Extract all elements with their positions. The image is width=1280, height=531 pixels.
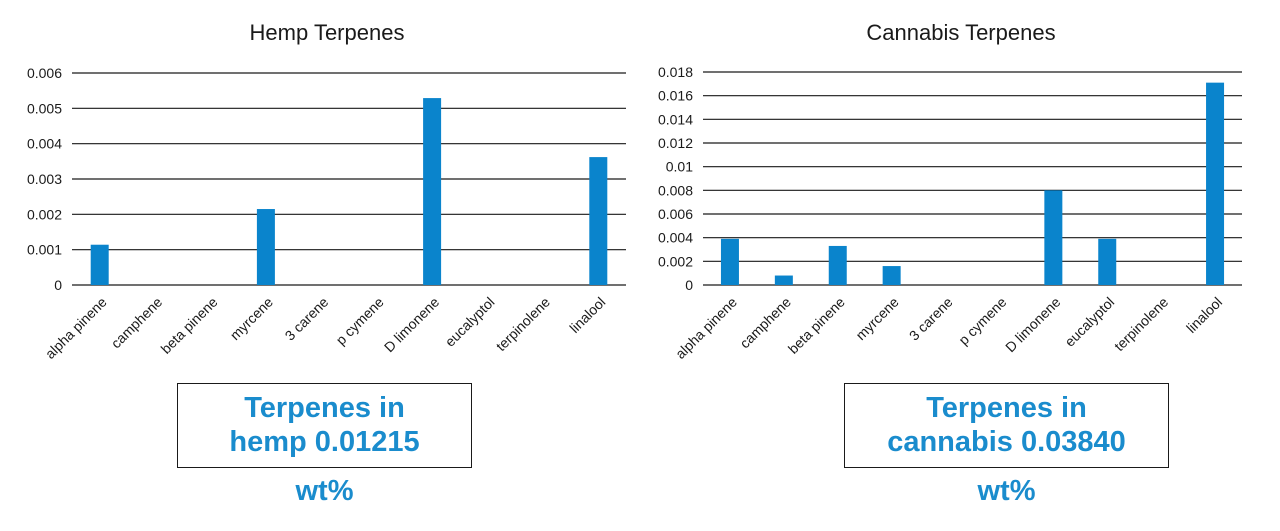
- cannabis-total-box: Terpenes in cannabis 0.03840: [844, 383, 1169, 468]
- hemp-terpenes-chart: Hemp Terpenes 0 0.001 0.002 0.003 0.004 0.005 0…: [27, 20, 626, 362]
- cannabis-total-line1: Terpenes in: [926, 392, 1087, 424]
- cannabis-x-tick-label: p cymene: [955, 294, 1009, 348]
- cannabis-x-tick-label: alpha pinene: [672, 294, 740, 362]
- cannabis-bar-camphene: [774, 275, 793, 285]
- cannabis-x-tick-label: myrcene: [852, 294, 901, 343]
- hemp-y-tick-label: 0.002: [27, 206, 62, 222]
- cannabis-bar-myrcene: [882, 266, 901, 285]
- cannabis-x-tick-label: D limonene: [1002, 294, 1064, 356]
- cannabis-x-tick-label: eucalyptol: [1061, 294, 1117, 350]
- hemp-y-tick-label: 0: [54, 277, 62, 293]
- hemp-y-tick-label: 0.004: [27, 136, 62, 152]
- cannabis-bar-alpha-pinene: [720, 238, 739, 285]
- cannabis-chart-title: Cannabis Terpenes: [866, 20, 1055, 45]
- cannabis-y-tick-label: 0.004: [658, 230, 693, 246]
- hemp-bar-alpha-pinene: [90, 244, 109, 285]
- hemp-x-tick-label: beta pinene: [158, 294, 221, 357]
- hemp-total-line1: Terpenes in: [244, 392, 405, 424]
- cannabis-bar-eucalyptol: [1098, 238, 1117, 285]
- cannabis-total-line2: cannabis 0.03840: [887, 426, 1126, 458]
- hemp-x-tick-label: D limonene: [381, 294, 443, 356]
- cannabis-y-tick-label: 0.008: [658, 182, 693, 198]
- hemp-y-tick-label: 0.006: [27, 65, 62, 81]
- cannabis-y-tick-label: 0.014: [658, 111, 693, 127]
- hemp-total-line2: hemp 0.01215: [229, 426, 420, 458]
- cannabis-y-tick-label: 0.006: [658, 206, 693, 222]
- hemp-bar-myrcene: [256, 209, 275, 285]
- cannabis-y-tick-label: 0: [685, 277, 693, 293]
- cannabis-y-tick-label: 0.002: [658, 253, 693, 269]
- cannabis-x-tick-label: terpinolene: [1111, 294, 1171, 354]
- cannabis-terpenes-chart: Cannabis Terpenes 0 0.002 0.004 0.006 0.008 0.…: [658, 20, 1242, 362]
- cannabis-y-tick-label: 0.016: [658, 88, 693, 104]
- hemp-y-tick-label: 0.005: [27, 100, 62, 116]
- cannabis-y-tick-label: 0.012: [658, 135, 693, 151]
- cannabis-total-unit: wt%: [977, 475, 1036, 507]
- cannabis-x-tick-label: 3 carene: [906, 294, 956, 344]
- hemp-chart-title: Hemp Terpenes: [250, 20, 405, 45]
- hemp-bar-d-limonene: [423, 98, 442, 285]
- cannabis-bar-linalool: [1206, 82, 1225, 286]
- cannabis-x-tick-label: camphene: [736, 294, 794, 352]
- hemp-x-tick-label: eucalyptol: [442, 294, 498, 350]
- hemp-x-tick-label: camphene: [108, 294, 166, 352]
- hemp-bar-linalool: [589, 157, 608, 285]
- cannabis-bar-d-limonene: [1044, 190, 1063, 285]
- hemp-x-tick-label: linalool: [566, 294, 608, 336]
- hemp-x-tick-label: myrcene: [227, 294, 276, 343]
- hemp-y-tick-label: 0.001: [27, 242, 62, 258]
- hemp-x-tick-label: p cymene: [333, 294, 387, 348]
- hemp-x-tick-label: terpinolene: [493, 294, 553, 354]
- hemp-total-unit: wt%: [295, 475, 354, 507]
- cannabis-x-tick-label: beta pinene: [785, 294, 848, 357]
- cannabis-y-tick-label: 0.01: [666, 159, 693, 175]
- hemp-total-box: Terpenes in hemp 0.01215: [177, 383, 472, 468]
- cannabis-bar-beta-pinene: [828, 245, 847, 285]
- cannabis-y-tick-label: 0.018: [658, 64, 693, 80]
- hemp-x-tick-label: alpha pinene: [42, 294, 110, 362]
- cannabis-x-tick-label: linalool: [1183, 294, 1225, 336]
- hemp-y-tick-label: 0.003: [27, 171, 62, 187]
- hemp-x-tick-label: 3 carene: [282, 294, 332, 344]
